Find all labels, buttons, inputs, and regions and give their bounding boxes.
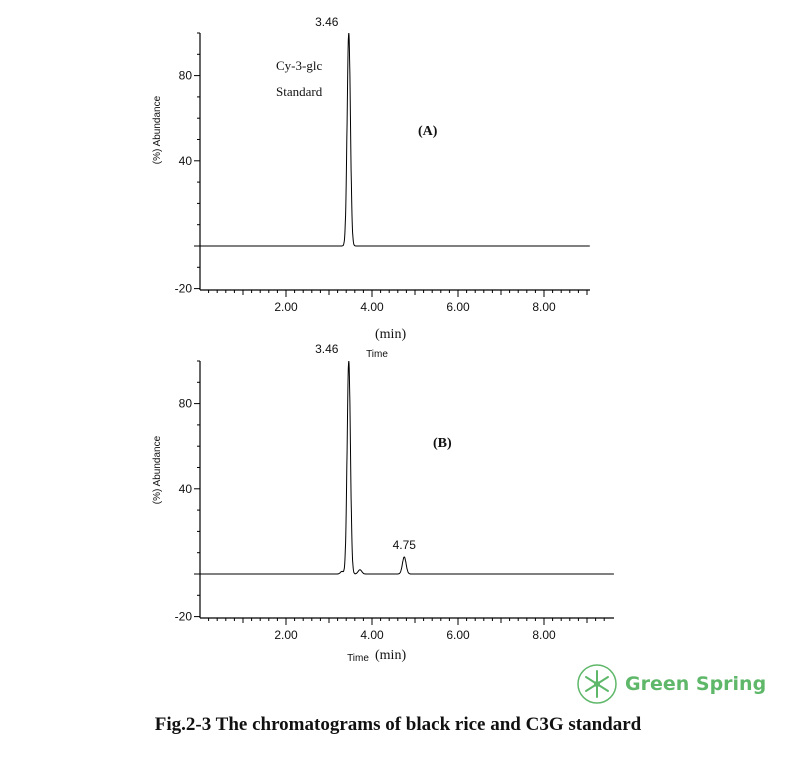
chromatogram-panel-b: 80 40 -20 2.00 4.00 6.00 8.00 3.46 4.75 (B) (%) Ab… (152, 342, 614, 664)
figure-caption: Fig.2-3 The chromatograms of black rice … (154, 714, 642, 735)
x-tick-label: 8.00 (532, 300, 556, 314)
y-axis-label: (%) Abundance (152, 435, 163, 504)
peak-label: 3.46 (315, 15, 339, 29)
panel-label: (B) (433, 436, 452, 451)
peak-label: 4.75 (393, 538, 417, 552)
chromatogram-panel-a: 80 40 -20 2.00 4.00 6.00 8.00 3.46 Cy-3-glc Stand… (152, 15, 590, 360)
x-tick-label: 8.00 (532, 628, 556, 642)
y-tick-label: 40 (179, 154, 193, 168)
y-axis-unit: (%) (152, 146, 163, 164)
y-tick-label: 80 (179, 397, 193, 411)
y-axis-unit: (%) (152, 486, 163, 504)
compound-annotation: Cy-3-glc (276, 58, 322, 73)
y-axis-word: Abundance (152, 95, 163, 146)
y-axis-word: Abundance (152, 435, 163, 486)
x-axis-label-unit: (min) (375, 648, 406, 663)
x-axis-label-word: Time (366, 349, 388, 360)
chromatogram-trace (200, 32, 590, 247)
x-tick-label: 6.00 (446, 628, 470, 642)
x-axis-label-unit: (min) (375, 327, 406, 342)
green-spring-logo: Green Spring (575, 662, 766, 706)
y-tick-label: 40 (179, 482, 193, 496)
chromatogram-trace (200, 360, 614, 575)
x-axis-label-word: Time (347, 653, 369, 664)
peak-label: 3.46 (315, 342, 339, 356)
logo-text: Green Spring (625, 673, 767, 695)
y-axis-label: (%) Abundance (152, 95, 163, 164)
x-tick-label: 2.00 (274, 628, 298, 642)
y-tick-label: -20 (175, 282, 193, 296)
green-spring-logo-icon (577, 664, 617, 704)
y-tick-label: 80 (179, 69, 193, 83)
panel-label: (A) (418, 124, 438, 139)
chromatogram-figure: 80 40 -20 2.00 4.00 6.00 8.00 3.46 Cy-3-glc Stand… (152, 15, 614, 664)
x-tick-label: 2.00 (274, 300, 298, 314)
x-tick-label: 4.00 (360, 300, 384, 314)
y-tick-label: -20 (175, 610, 193, 624)
x-tick-label: 6.00 (446, 300, 470, 314)
compound-annotation: Standard (276, 84, 323, 99)
x-tick-label: 4.00 (360, 628, 384, 642)
